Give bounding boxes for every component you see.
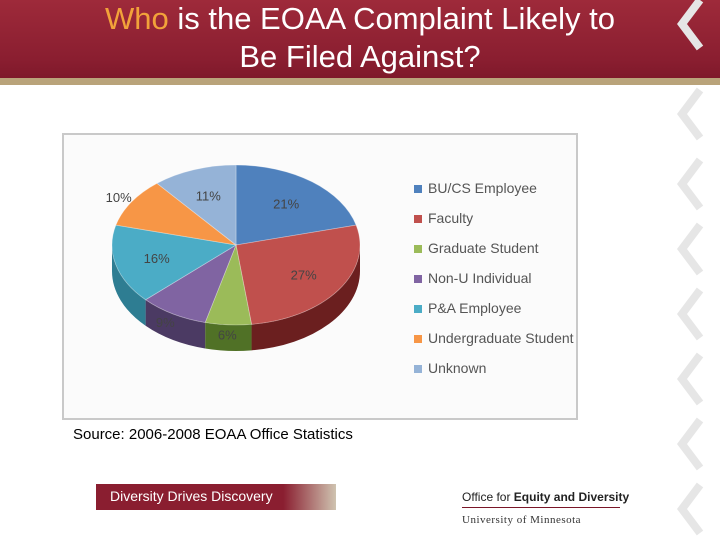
legend-swatch bbox=[414, 365, 422, 374]
office-bold: Equity and Diversity bbox=[513, 490, 630, 504]
pie-label-3: 9% bbox=[156, 315, 175, 330]
pie-sides bbox=[112, 245, 360, 351]
legend-swatch bbox=[414, 215, 422, 224]
pie-slice-2 bbox=[204, 243, 253, 326]
pie-side-3 bbox=[145, 299, 206, 349]
pie-slice-6 bbox=[156, 164, 237, 246]
pie-label-6: 11% bbox=[196, 188, 221, 203]
legend-swatch bbox=[414, 275, 422, 284]
legend-label: Unknown bbox=[428, 360, 487, 376]
legend-item: Faculty bbox=[414, 209, 473, 227]
slide-title: Who is the EOAA Complaint Likely to Be F… bbox=[40, 0, 680, 76]
legend-item: Unknown bbox=[414, 359, 486, 377]
university-name: University of Minnesota bbox=[462, 514, 582, 526]
title-accent: Who bbox=[104, 1, 169, 36]
office-prefix: Office for bbox=[462, 490, 514, 504]
pie-label-2: 6% bbox=[218, 327, 237, 342]
pie-label-4: 16% bbox=[144, 251, 170, 266]
title-line-2: Be Filed Against? bbox=[239, 39, 481, 74]
legend-swatch bbox=[414, 245, 422, 254]
pie-chart: 21% 27% 6% 9% 16% 10% 11% bbox=[106, 164, 361, 351]
legend-item: Graduate Student bbox=[414, 239, 539, 257]
legend-label: Non-U Individual bbox=[428, 270, 532, 286]
legend-label: Graduate Student bbox=[428, 240, 539, 256]
legend-item: Undergraduate Student bbox=[414, 329, 574, 347]
tagline-banner: Diversity Drives Discovery bbox=[96, 484, 336, 510]
legend-label: Undergraduate Student bbox=[428, 330, 574, 346]
legend-item: BU/CS Employee bbox=[414, 179, 537, 197]
legend-label: P&A Employee bbox=[428, 300, 522, 316]
pie-label-5: 10% bbox=[106, 190, 132, 205]
legend-item: Non-U Individual bbox=[414, 269, 532, 287]
office-name: Office for Equity and Diversity bbox=[462, 490, 629, 504]
legend-label: Faculty bbox=[428, 210, 474, 226]
office-rule bbox=[462, 507, 620, 508]
pie-slice-0 bbox=[235, 164, 357, 246]
slide-header: Who is the EOAA Complaint Likely to Be F… bbox=[0, 0, 720, 85]
pie-label-1: 27% bbox=[291, 268, 317, 283]
pie-slice-4 bbox=[111, 224, 238, 301]
pie-slice-5 bbox=[115, 182, 237, 246]
tagline-text: Diversity Drives Discovery bbox=[110, 488, 273, 504]
legend-swatch bbox=[414, 335, 422, 344]
header-band bbox=[0, 78, 720, 85]
chevron-border-decoration bbox=[677, 0, 704, 536]
legend-label: BU/CS Employee bbox=[428, 180, 537, 196]
pie-slice-3 bbox=[144, 244, 237, 323]
legend-item: P&A Employee bbox=[414, 299, 521, 317]
pie-side-1 bbox=[251, 245, 360, 351]
source-note: Source: 2006-2008 EOAA Office Statistics bbox=[73, 426, 353, 443]
pie-side-4 bbox=[112, 245, 146, 326]
legend-swatch bbox=[414, 305, 422, 314]
chart-frame: 21% 27% 6% 9% 16% 10% 11% BU/CS Employee Facult… bbox=[62, 133, 578, 420]
pie-slice-1 bbox=[235, 224, 361, 325]
pie-label-0: 21% bbox=[273, 196, 299, 211]
pie-side-2 bbox=[205, 322, 252, 351]
legend-swatch bbox=[414, 185, 422, 194]
title-rest: is the EOAA Complaint Likely to bbox=[168, 1, 615, 36]
